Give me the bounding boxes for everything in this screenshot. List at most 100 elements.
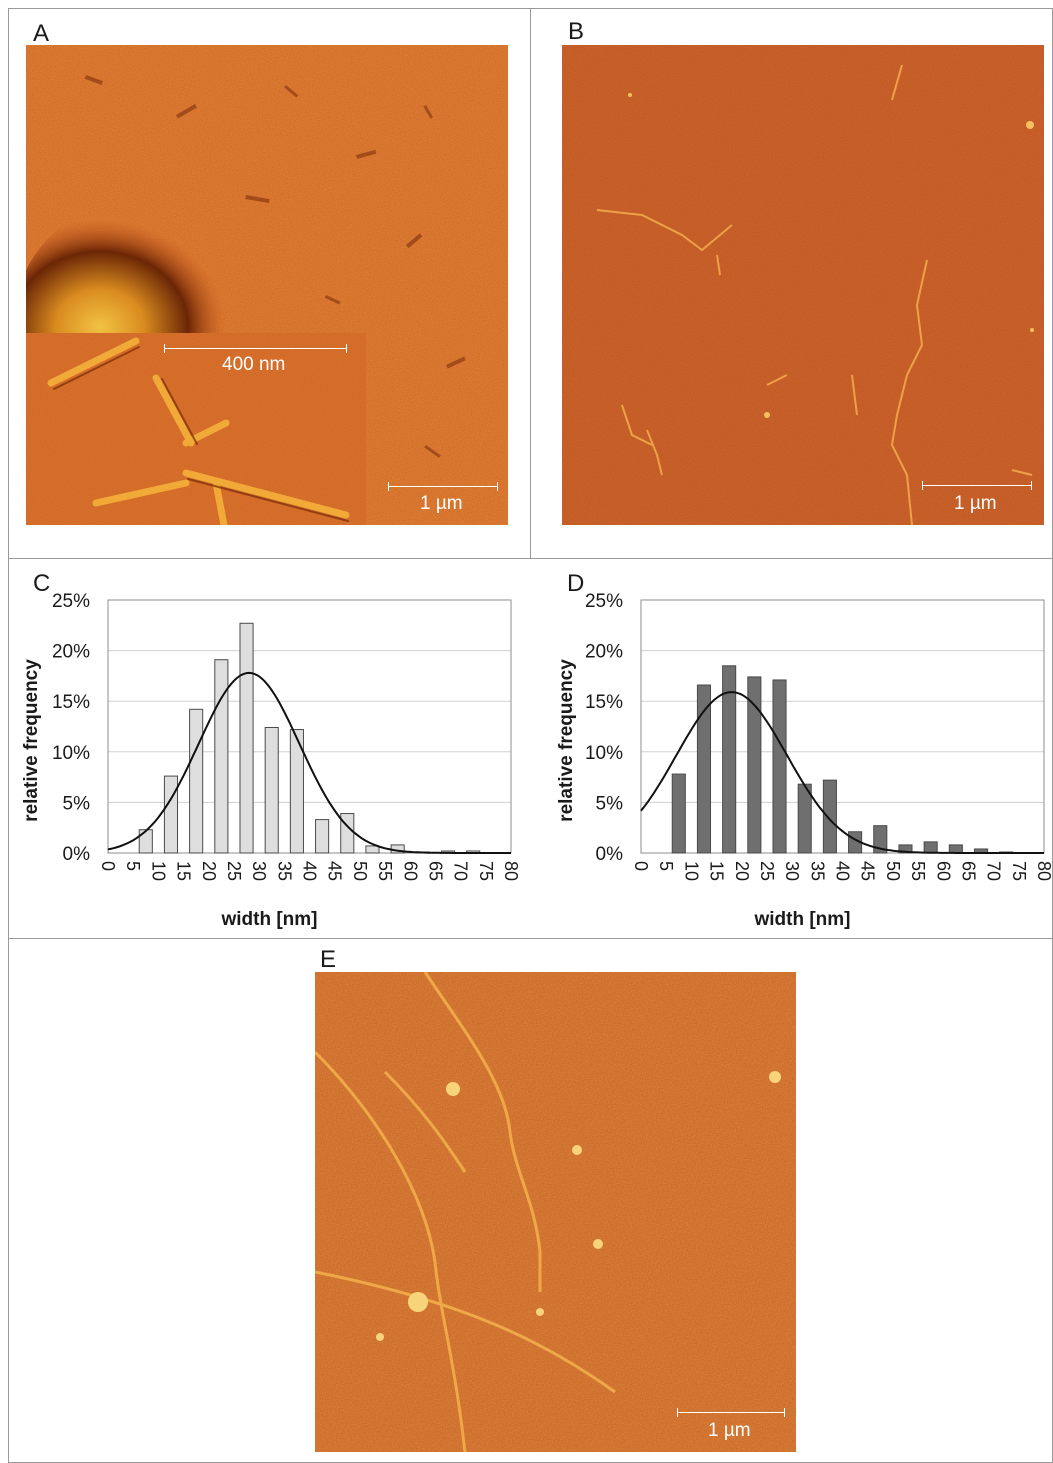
bar [722, 665, 737, 854]
x-tick-label: 45 [858, 861, 878, 881]
y-tick-label: 15% [52, 692, 90, 713]
scale-bar-e [677, 1408, 785, 1417]
x-tick-label: 15 [707, 861, 727, 881]
divider-bottom [8, 938, 1053, 939]
bar [898, 844, 913, 854]
x-tick-label: 20 [199, 861, 219, 881]
x-tick-label: 30 [249, 861, 269, 881]
x-tick-label: 25 [757, 861, 777, 881]
bar [264, 727, 279, 854]
bar [340, 813, 355, 854]
y-tick-label: 25% [52, 591, 90, 612]
y-axis-label: relative frequency [21, 659, 42, 822]
x-tick-label: 50 [350, 861, 370, 881]
x-tick-label: 60 [400, 861, 420, 881]
y-tick-label: 10% [52, 743, 90, 764]
bar [365, 845, 380, 854]
bar [797, 783, 812, 854]
inset-scale-label-a: 400 nm [222, 354, 286, 375]
y-axis-label: relative frequency [556, 659, 577, 822]
bar [315, 819, 330, 854]
fit-curve [107, 671, 511, 854]
y-tick-label: 10% [585, 743, 623, 764]
x-tick-label: 80 [1034, 861, 1053, 881]
bar [163, 775, 179, 854]
x-tick-label: 70 [451, 861, 471, 881]
x-tick-label: 45 [325, 861, 345, 881]
panel-letter-e: E [320, 946, 337, 973]
x-axis-label: width [nm] [753, 909, 850, 930]
afm-image-e-graphic [315, 972, 796, 1452]
bar [138, 829, 153, 854]
y-tick-label: 0% [63, 844, 91, 865]
y-tick-label: 20% [585, 642, 623, 663]
x-axis-label: width [nm] [220, 909, 317, 930]
x-tick-label: 55 [908, 861, 928, 881]
bar [696, 684, 712, 854]
y-tick-label: 15% [585, 692, 623, 713]
bar [948, 844, 963, 854]
bar [822, 779, 837, 854]
panel-letter-a: A [33, 20, 50, 47]
histogram-d: D 0% 5% 10% 15% 20% 25% 0 5 10 15 20 25 30 35 40 45 50 55 6… [555, 565, 1053, 930]
histogram-c-svg: C0%5%10%15%20%25%0 5 10 15 20 25 30 35 40 45 50 55 6… [21, 570, 521, 930]
x-tick-label: 75 [1009, 861, 1029, 881]
bar [289, 729, 304, 854]
y-tick-label: 5% [63, 793, 91, 814]
bar [772, 679, 787, 854]
plot-area [640, 599, 1045, 854]
panel-letter-c: C [33, 570, 50, 597]
x-tick-label: 75 [476, 861, 496, 881]
y-tick-label: 0% [596, 844, 624, 865]
y-tick-label: 5% [596, 793, 624, 814]
x-tick-label: 80 [501, 861, 521, 881]
x-tick-label: 40 [833, 861, 853, 881]
x-tick-label: 50 [883, 861, 903, 881]
x-tick-label: 20 [732, 861, 752, 881]
divider-ab [530, 8, 531, 558]
x-tick-label: 60 [933, 861, 953, 881]
bar [671, 773, 686, 854]
afm-image-e: 1 µm [315, 972, 796, 1452]
x-tick-label: 5 [123, 861, 143, 871]
y-tick-label: 20% [52, 642, 90, 663]
y-tick-label: 25% [585, 591, 623, 612]
bar [239, 622, 254, 854]
x-tick-label: 10 [148, 861, 168, 881]
afm-image-b-graphic [562, 45, 1044, 525]
bar [189, 708, 204, 854]
bar [923, 841, 938, 854]
x-tick-label: 35 [807, 861, 827, 881]
panel-letter-b: B [568, 18, 585, 45]
bar [747, 676, 762, 854]
x-tick-label: 40 [300, 861, 320, 881]
x-tick-label: 65 [425, 861, 445, 881]
x-tick-label: 10 [681, 861, 701, 881]
plot-area [107, 599, 512, 854]
x-tick-label: 65 [958, 861, 978, 881]
afm-image-a: 400 nm 1 µm [26, 45, 508, 525]
x-tick-label: 15 [174, 861, 194, 881]
scale-bar-a [388, 482, 498, 491]
histogram-c: C 0% 5% 10% 15% 20% 25% 0 5 10 15 20 25 30 35 40 45 50 55 6… [20, 565, 530, 930]
bar [214, 659, 229, 854]
x-tick-label: 30 [782, 861, 802, 881]
afm-inset-a: 400 nm [26, 333, 366, 525]
fit-curve [640, 691, 1044, 854]
x-tick-label: 35 [274, 861, 294, 881]
x-tick-label: 0 [98, 861, 118, 871]
bar [873, 825, 888, 854]
x-tick-label: 25 [224, 861, 244, 881]
panel-letter-d: D [567, 570, 584, 597]
afm-inset-a-graphic [26, 333, 366, 525]
divider-top [8, 558, 1053, 559]
scale-bar-b [922, 481, 1032, 490]
x-tick-label: 5 [656, 861, 676, 871]
x-tick-label: 0 [631, 861, 651, 871]
histogram-d-svg: D0%5%10%15%20%25%0 5 10 15 20 25 30 35 40 45 50 55 6… [556, 570, 1053, 930]
scale-label-b: 1 µm [954, 493, 997, 514]
scale-label-e: 1 µm [708, 1420, 751, 1441]
scale-label-a: 1 µm [420, 493, 463, 514]
inset-scale-bar-a [164, 344, 347, 353]
x-tick-label: 70 [984, 861, 1004, 881]
